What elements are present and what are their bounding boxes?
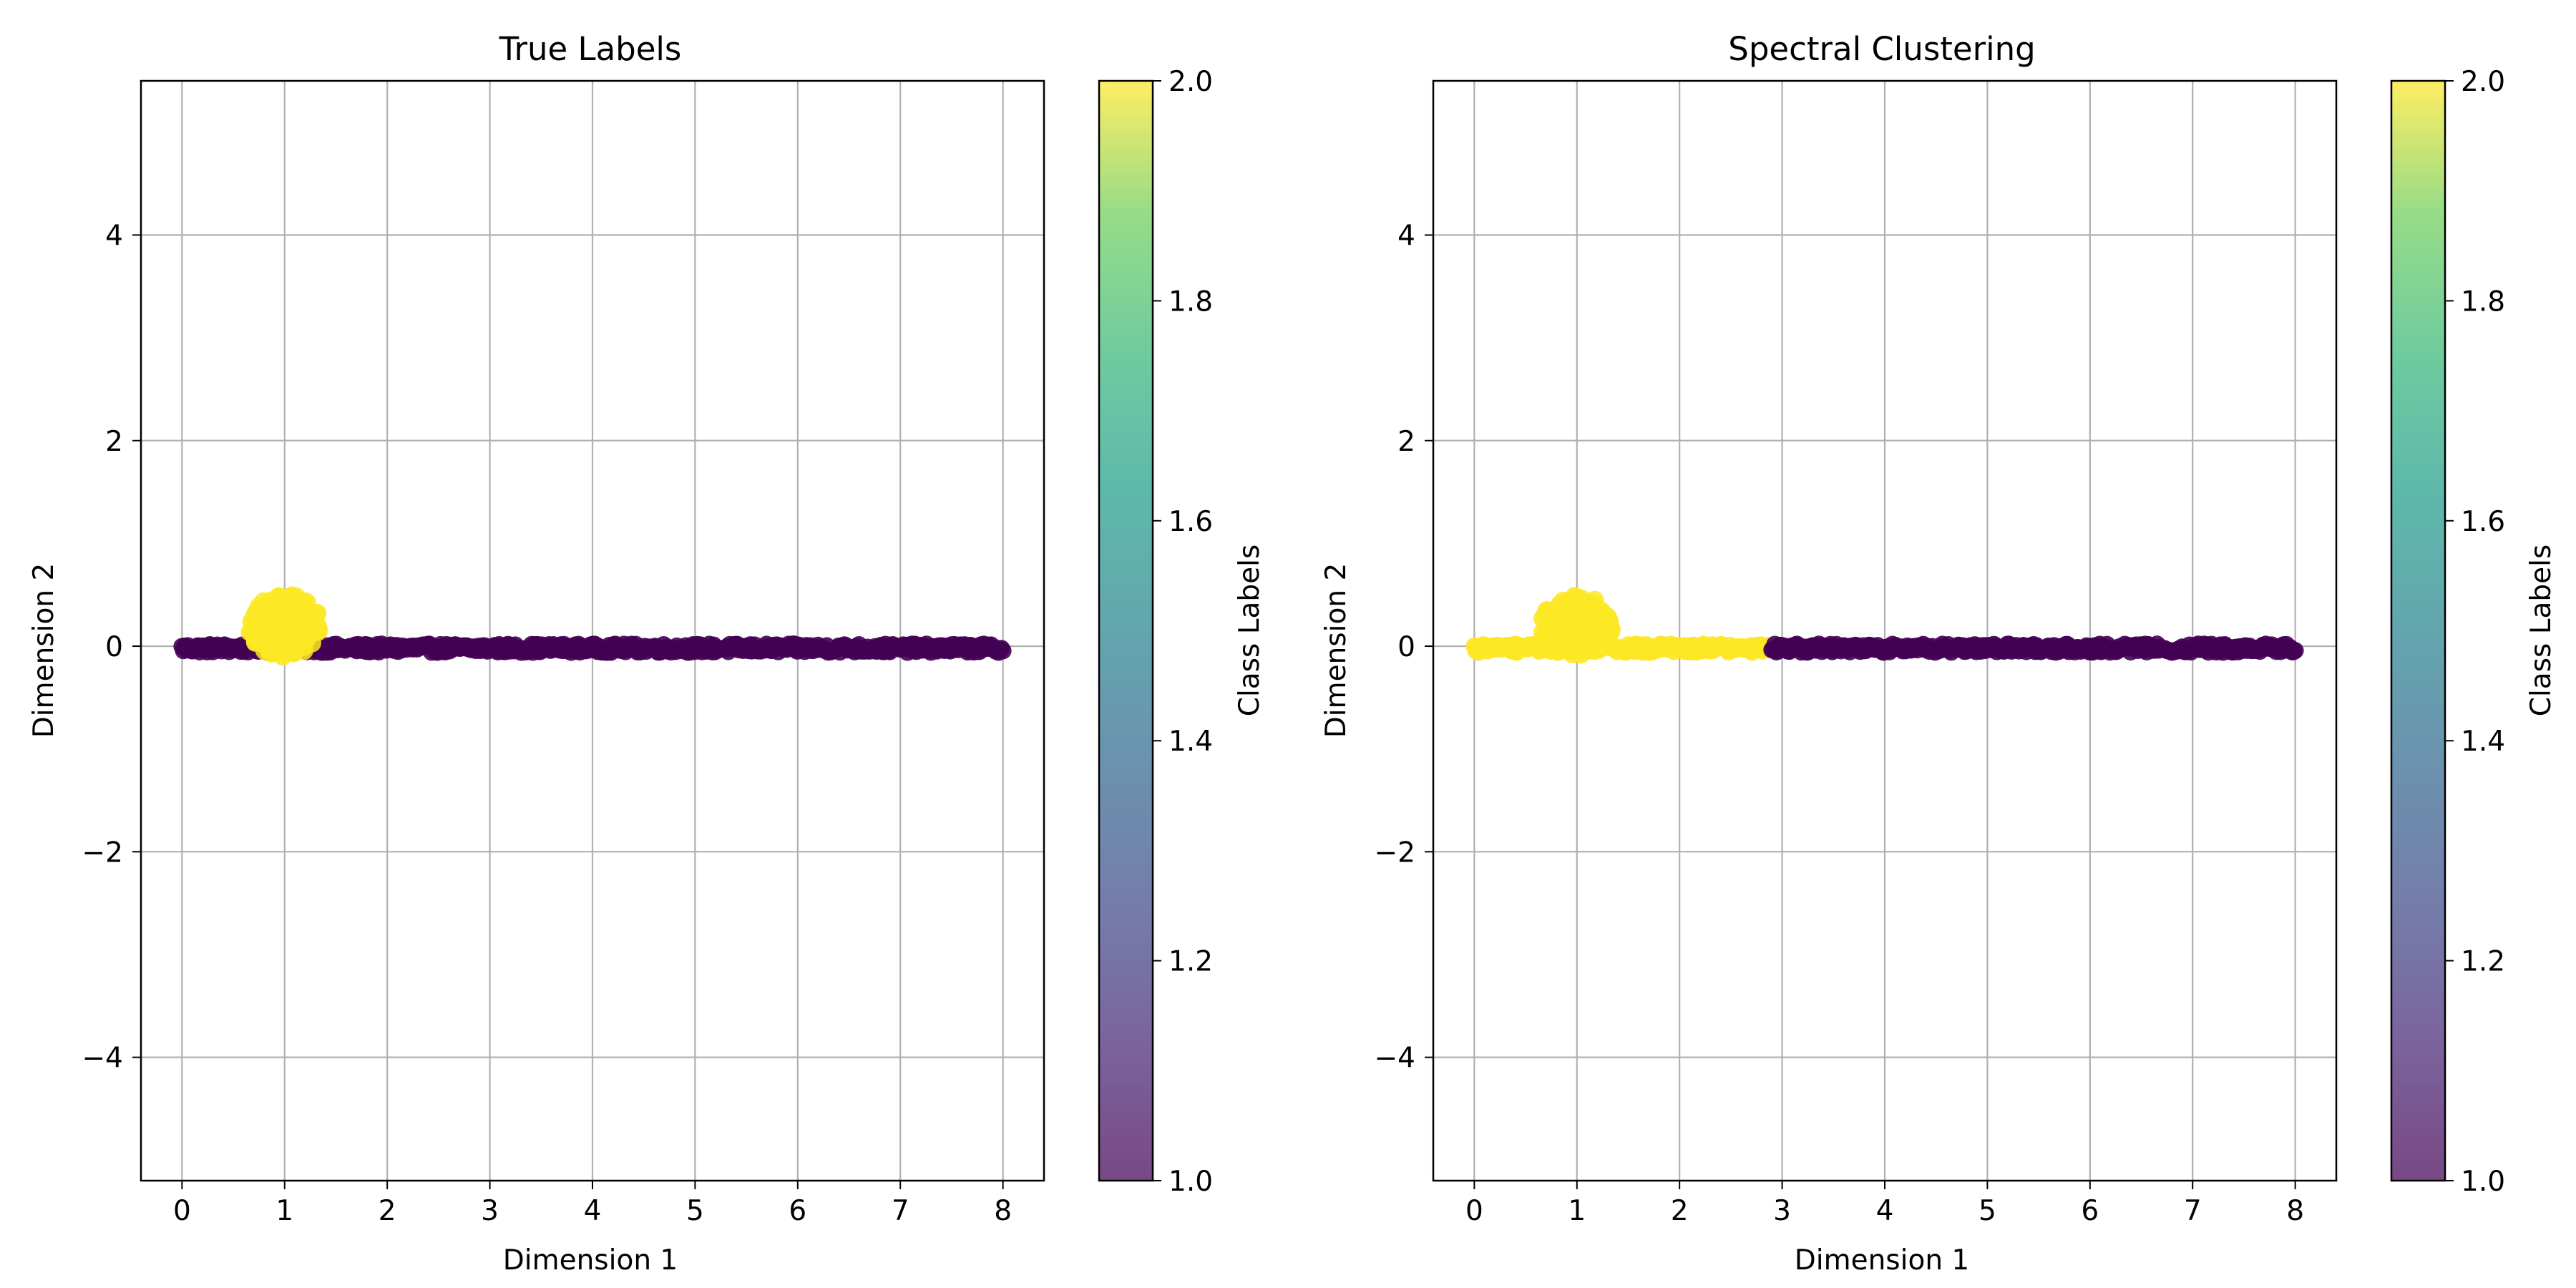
data-point <box>1563 638 1582 658</box>
y-tick-label: 4 <box>1397 220 1415 252</box>
plot-area-2: 0 1 2 3 4 5 6 7 8 −4 −2 0 2 4 <box>1375 79 2338 1227</box>
colorbar-tick-label: 1.0 <box>2461 1166 2505 1198</box>
colorbar-ticks-1: 1.0 1.2 1.4 1.6 1.8 2.0 <box>1153 66 1213 1198</box>
data-point <box>1587 635 1606 654</box>
colorbar-tick-label: 1.4 <box>2461 726 2505 758</box>
data-point <box>240 623 260 642</box>
y-tick-label: −2 <box>1375 836 1416 869</box>
colorbar-tick-label: 1.6 <box>2461 506 2505 538</box>
x-tick-label: 5 <box>1979 1195 1996 1227</box>
plot-area-1: 0 1 2 3 4 5 6 7 8 −4 −2 0 2 4 <box>82 79 1045 1227</box>
colorbar-tick-label: 2.0 <box>1169 66 1213 98</box>
colorbar-tick-label: 1.2 <box>1169 946 1213 978</box>
colorbar-2: 1.0 1.2 1.4 1.6 1.8 2.0 Class Labels <box>2390 66 2557 1198</box>
data-point <box>1563 600 1582 620</box>
colorbar-frame <box>1098 79 1154 1182</box>
y-tick-label: 2 <box>105 426 123 458</box>
panel-spectral-clustering: Spectral Clustering 0 1 2 3 4 5 6 7 8 −4 −2 0 2 4 Dim… <box>1320 30 2557 1277</box>
data-point <box>1588 617 1607 636</box>
colorbar-tick-label: 1.8 <box>1169 286 1213 318</box>
data-point <box>1554 617 1574 636</box>
scatter-points <box>173 586 1012 666</box>
x-tick-label: 5 <box>686 1195 704 1227</box>
y-tick-label: 4 <box>105 220 123 252</box>
x-tick-label: 7 <box>2184 1195 2202 1227</box>
y-tick-label: −2 <box>82 836 124 869</box>
data-point <box>294 641 313 660</box>
y-axis-label: Dimension 2 <box>28 563 60 738</box>
data-point <box>1533 623 1552 642</box>
colorbar-tick-label: 2.0 <box>2461 66 2505 98</box>
colorbar-label: Class Labels <box>2525 545 2557 717</box>
x-tick-label: 3 <box>481 1195 499 1227</box>
data-point <box>260 609 280 628</box>
colorbar-gradient <box>1099 81 1153 1181</box>
colorbar-label: Class Labels <box>1234 545 1266 717</box>
x-axis-label: Dimension 1 <box>1795 1244 1970 1277</box>
y-tick-label: −4 <box>1375 1043 1416 1075</box>
colorbar-gradient <box>2391 81 2445 1181</box>
y-tick-label: −4 <box>82 1043 124 1075</box>
colorbar-tick-label: 1.6 <box>1169 506 1213 538</box>
colorbar-1: 1.0 1.2 1.4 1.6 1.8 2.0 Class Labels <box>1098 66 1266 1198</box>
x-axis-label: Dimension 1 <box>503 1244 678 1277</box>
data-point <box>2286 642 2304 660</box>
data-point <box>282 606 301 625</box>
x-tick-label: 2 <box>1671 1195 1689 1227</box>
panel-true-labels: True Labels 0 1 2 3 4 5 6 7 8 −4 −2 0 2 4 Dimension 1… <box>28 30 1266 1277</box>
x-tick-label: 2 <box>379 1195 396 1227</box>
x-tick-label: 4 <box>1876 1195 1894 1227</box>
y-tick-label: 0 <box>105 631 123 663</box>
y-tick-label: 0 <box>1397 631 1415 663</box>
data-point <box>1585 590 1604 610</box>
x-tick-label: 8 <box>994 1195 1012 1227</box>
colorbar-tick-label: 1.4 <box>1169 726 1213 758</box>
data-point <box>306 621 326 640</box>
colorbar-tick-label: 1.0 <box>1169 1166 1213 1198</box>
data-point <box>262 591 281 610</box>
x-tick-label: 6 <box>789 1195 806 1227</box>
colorbar-frame <box>2390 79 2446 1182</box>
colorbar-tick-label: 1.2 <box>2461 946 2505 978</box>
y-tick-label: 2 <box>1397 426 1415 458</box>
data-point <box>1547 641 1566 660</box>
colorbar-ticks-2: 1.0 1.2 1.4 1.6 1.8 2.0 <box>2445 66 2505 1198</box>
chart-title: Spectral Clustering <box>1728 30 2035 68</box>
scatter-points <box>1465 587 2304 664</box>
x-tick-label: 7 <box>892 1195 909 1227</box>
chart-title: True Labels <box>499 30 682 68</box>
x-tick-label: 3 <box>1773 1195 1791 1227</box>
x-tick-label: 0 <box>173 1195 191 1227</box>
x-tick-label: 1 <box>275 1195 293 1227</box>
x-tick-label: 1 <box>1568 1195 1586 1227</box>
x-tick-label: 0 <box>1465 1195 1483 1227</box>
data-point <box>283 586 302 605</box>
data-point <box>994 642 1012 660</box>
y-axis-label: Dimension 2 <box>1320 563 1352 738</box>
x-tick-label: 4 <box>584 1195 602 1227</box>
x-tick-label: 6 <box>2081 1195 2099 1227</box>
x-tick-label: 8 <box>2286 1195 2304 1227</box>
data-point <box>1533 609 1552 628</box>
colorbar-tick-label: 1.8 <box>2461 286 2505 318</box>
